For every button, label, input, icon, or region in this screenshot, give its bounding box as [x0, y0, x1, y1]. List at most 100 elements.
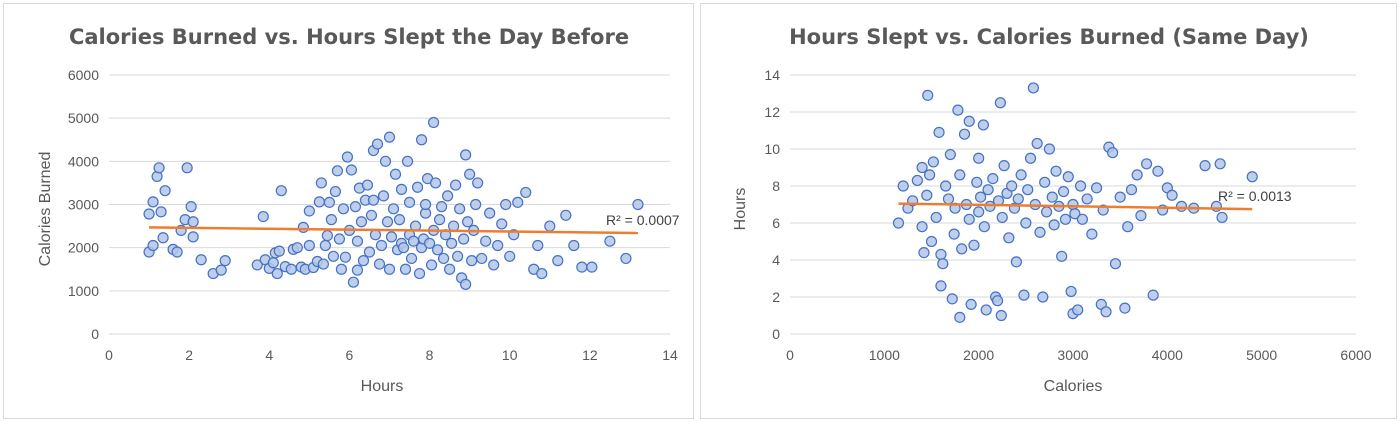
data-point [472, 177, 484, 189]
y-tick-label: 6000 [68, 67, 99, 83]
data-point [297, 221, 309, 233]
data-point [219, 255, 231, 267]
data-point [363, 246, 376, 258]
data-point [347, 276, 360, 288]
data-point [1125, 184, 1138, 196]
data-point [147, 196, 159, 208]
data-point [492, 239, 504, 252]
data-point [1131, 169, 1143, 181]
data-point [1050, 165, 1062, 177]
chart-right-svg: Hours Slept vs. Calories Burned (Same Da… [732, 25, 1372, 395]
data-point [419, 198, 432, 211]
data-point [458, 233, 470, 245]
data-point [389, 168, 402, 180]
data-point [476, 252, 488, 265]
x-tick-label: 2 [185, 347, 193, 363]
data-point [195, 254, 207, 266]
data-point [935, 280, 947, 292]
data-point [431, 244, 444, 256]
data-point [560, 209, 572, 221]
data-point [171, 246, 183, 258]
data-point [586, 261, 598, 273]
data-point [345, 164, 358, 176]
data-point [1048, 219, 1060, 231]
data-point [1018, 289, 1030, 301]
data-point [1074, 180, 1087, 192]
data-point [275, 185, 287, 197]
x-axis-label: Calories [1044, 378, 1103, 395]
data-point [460, 149, 472, 161]
x-axis-label: Hours [361, 378, 404, 395]
data-point [1069, 208, 1081, 220]
y-tick-label: 2 [772, 289, 780, 305]
data-point [448, 220, 460, 232]
data-point [978, 221, 990, 233]
data-point [930, 211, 942, 224]
x-tick-label: 8 [426, 347, 434, 363]
data-point [339, 251, 352, 263]
data-point [383, 131, 396, 143]
data-point [1067, 198, 1079, 211]
data-point [317, 258, 329, 270]
data-point [1015, 169, 1027, 181]
data-point [1022, 184, 1034, 196]
data-point [954, 311, 966, 323]
data-point [257, 210, 269, 223]
data-point [944, 148, 956, 161]
data-point [379, 155, 392, 167]
x-tick-label: 2000 [963, 347, 994, 363]
x-tick-label: 14 [662, 347, 678, 363]
data-point [1046, 191, 1058, 203]
data-point [998, 160, 1010, 172]
data-point [1072, 304, 1084, 316]
data-point [971, 176, 983, 188]
data-point [918, 247, 930, 259]
data-points [892, 82, 1258, 323]
data-point [331, 165, 344, 177]
data-point [143, 208, 155, 220]
data-point [159, 185, 171, 197]
data-point [411, 181, 424, 193]
data-point [1199, 160, 1211, 172]
data-point [995, 309, 1007, 322]
data-point [381, 216, 394, 228]
data-point [375, 239, 388, 252]
data-point [1039, 176, 1051, 188]
data-point [987, 173, 999, 185]
data-point [187, 216, 199, 228]
data-point [1056, 250, 1068, 262]
data-point [916, 221, 928, 233]
x-tick-label: 6000 [1340, 347, 1371, 363]
data-point [952, 104, 964, 116]
y-tick-label: 8 [772, 178, 780, 194]
data-point [1037, 291, 1049, 303]
data-point [153, 162, 165, 174]
data-point [444, 263, 456, 275]
data-point [911, 174, 923, 187]
data-point [387, 203, 400, 215]
data-point [437, 252, 450, 265]
y-tick-label: 0 [91, 326, 99, 342]
data-point [1152, 165, 1164, 177]
data-point [315, 177, 327, 189]
data-point [1006, 180, 1018, 192]
data-point [273, 245, 285, 257]
data-point [181, 162, 193, 174]
data-point [1119, 302, 1131, 314]
data-point [367, 194, 380, 206]
data-points [143, 116, 644, 290]
data-point [1090, 182, 1103, 194]
y-tick-label: 5000 [68, 110, 99, 126]
data-point [942, 193, 955, 205]
x-tick-label: 0 [786, 347, 794, 363]
data-point [365, 209, 378, 221]
data-point [1010, 256, 1022, 268]
trendline [149, 226, 638, 235]
data-point [996, 211, 1008, 224]
y-axis-label: Hours [732, 188, 749, 231]
x-tick-label: 6 [346, 347, 354, 363]
y-axis-label: Calories Burned [37, 152, 54, 267]
data-point [1040, 206, 1053, 218]
data-point [313, 196, 325, 208]
data-point [927, 156, 939, 168]
